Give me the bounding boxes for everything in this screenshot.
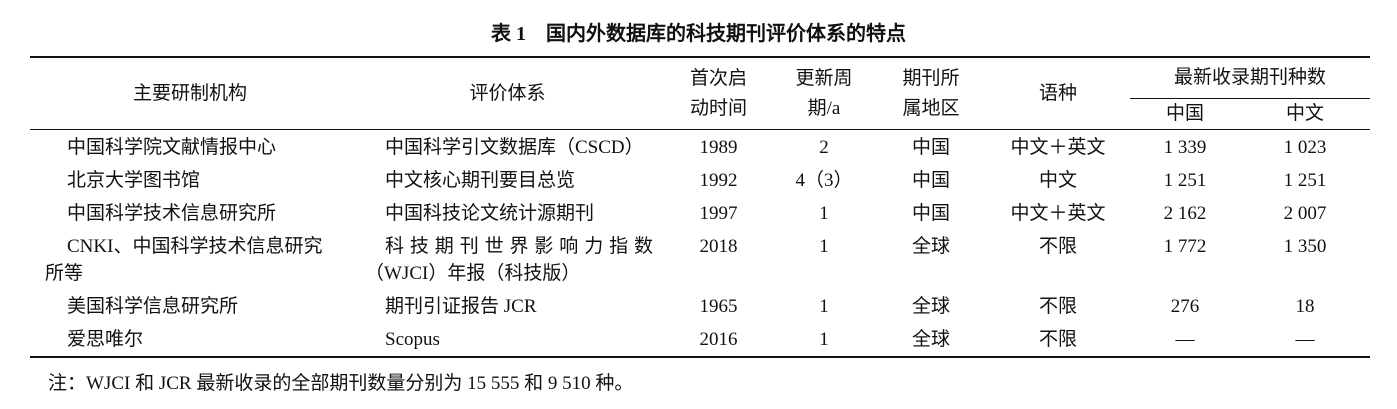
table-cell: 中文＋英文 bbox=[1010, 203, 1106, 224]
table-cell: 1 350 bbox=[1283, 236, 1327, 257]
table-cell: 中国科技论文统计源期刊 bbox=[385, 203, 595, 224]
table-cell: 中国科学引文数据库（CSCD） bbox=[385, 137, 644, 158]
table-cell: 中国科学院文献情报中心 bbox=[67, 137, 277, 158]
table-cell: 中文核心期刊要目总览 bbox=[385, 170, 576, 191]
header-cell: 更新周 期/a bbox=[795, 67, 853, 119]
table-cell: — bbox=[1295, 329, 1315, 350]
table-note: 注：WJCI 和 JCR 最新收录的全部期刊数量分别为 15 555 和 9 5… bbox=[48, 373, 634, 394]
table-cell: 不限 bbox=[1038, 236, 1077, 257]
table-cell: Scopus bbox=[385, 329, 440, 350]
header-cell: 首次启 动时间 bbox=[689, 67, 747, 119]
table-cell: 中国 bbox=[911, 137, 950, 158]
table-row: 中国科学院文献情报中心 中国科学引文数据库（CSCD） 1989 2 中国 中文＋英文 1 … bbox=[30, 130, 1370, 165]
subheader-cell: 中文 bbox=[1286, 103, 1325, 124]
table-cell: — bbox=[1175, 329, 1195, 350]
table-cell: 1 bbox=[819, 329, 829, 350]
table-row: 北京大学图书馆 中文核心期刊要目总览 1992 4（3） 中国 中文 1 251 1 251 bbox=[30, 164, 1370, 197]
table-cell: 美国科学信息研究所 bbox=[67, 296, 239, 317]
table-title: 表 1 国内外数据库的科技期刊评价体系的特点 bbox=[491, 23, 906, 45]
table-cell: 北京大学图书馆 bbox=[67, 170, 201, 191]
table-cell: 1965 bbox=[699, 296, 738, 317]
table-cell: 期刊引证报告 JCR bbox=[385, 296, 537, 317]
table-cell: 4（3） bbox=[795, 170, 853, 191]
table-cell: 276 bbox=[1170, 296, 1200, 317]
table-cell: 1997 bbox=[699, 203, 738, 224]
table-cell: 2 162 bbox=[1163, 203, 1207, 224]
header-cell: 最新收录期刊种数 bbox=[1130, 57, 1371, 99]
header-cell: 评价体系 bbox=[469, 82, 546, 104]
table-cell: 1 251 bbox=[1283, 170, 1327, 191]
table-row: 中国科学技术信息研究所 中国科技论文统计源期刊 1997 1 中国 中文＋英文 2 162 2… bbox=[30, 197, 1370, 230]
table-cell: 2 007 bbox=[1283, 203, 1327, 224]
table-cell: 1989 bbox=[699, 137, 738, 158]
table-row: CNKI、中国科学技术信息研究所等 科技期刊世界影响力指数（WJCI）年报（科技版… bbox=[30, 230, 1370, 290]
table-cell: 1 bbox=[819, 236, 829, 257]
subheader-cell: 中国 bbox=[1165, 103, 1204, 124]
table-cell: 不限 bbox=[1038, 296, 1077, 317]
table-cell: 中文 bbox=[1038, 170, 1077, 191]
table-cell: 2016 bbox=[699, 329, 738, 350]
table-cell: 全球 bbox=[911, 296, 950, 317]
table-cell: 不限 bbox=[1038, 329, 1077, 350]
table: 主要研制机构 评价体系 首次启 动时间 更新周 期/a 期刊所 属地区 语种 最… bbox=[30, 56, 1371, 358]
table-cell: 中文＋英文 bbox=[1010, 137, 1106, 158]
table-cell: 1 772 bbox=[1163, 236, 1207, 257]
table-cell: 爱思唯尔 bbox=[67, 329, 144, 350]
table-cell: 全球 bbox=[911, 329, 950, 350]
table-cell: CNKI、中国科学技术信息研究所等 bbox=[45, 236, 323, 284]
table-cell: 1 339 bbox=[1163, 137, 1207, 158]
header-cell: 语种 bbox=[1038, 82, 1077, 104]
header-cell: 期刊所 属地区 bbox=[902, 67, 960, 119]
table-body: 中国科学院文献情报中心 中国科学引文数据库（CSCD） 1989 2 中国 中文＋英文 1 … bbox=[30, 130, 1370, 358]
table-cell: 2 bbox=[819, 137, 829, 158]
table-cell: 2018 bbox=[699, 236, 738, 257]
table-cell: 中国 bbox=[911, 203, 950, 224]
header-cell: 主要研制机构 bbox=[132, 82, 247, 104]
table-cell: 1 023 bbox=[1283, 137, 1327, 158]
table-cell: 1 bbox=[819, 296, 829, 317]
table-cell: 18 bbox=[1295, 296, 1315, 317]
table-cell: 全球 bbox=[911, 236, 950, 257]
table-cell: 1992 bbox=[699, 170, 738, 191]
table-cell: 中国 bbox=[911, 170, 950, 191]
table-row: 爱思唯尔 Scopus 2016 1 全球 不限 — — bbox=[30, 323, 1370, 357]
table-cell: 科技期刊世界影响力指数（WJCI）年报（科技版） bbox=[365, 236, 653, 284]
table-cell: 1 251 bbox=[1163, 170, 1207, 191]
table-cell: 中国科学技术信息研究所 bbox=[67, 203, 277, 224]
table-row: 美国科学信息研究所 期刊引证报告 JCR 1965 1 全球 不限 276 18 bbox=[30, 290, 1370, 323]
table-cell: 1 bbox=[819, 203, 829, 224]
